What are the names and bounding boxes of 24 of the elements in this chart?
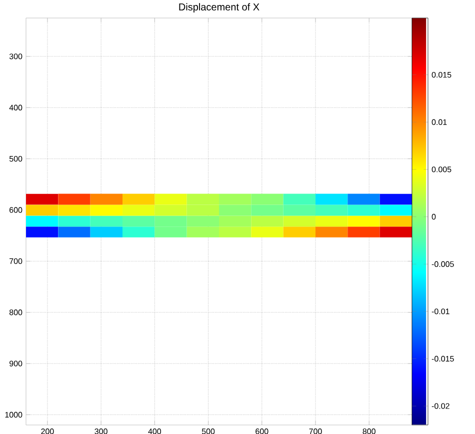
x-tick-label: 300 — [94, 428, 108, 434]
y-tick-label: 600 — [10, 207, 22, 213]
chart-title: Displacement of X — [179, 3, 260, 12]
y-tick-label: 700 — [10, 258, 22, 264]
y-tick-label: 900 — [10, 360, 22, 366]
color-bar-label: -0.01 — [432, 308, 450, 314]
x-tick-label: 400 — [148, 428, 162, 434]
x-tick-label: 200 — [41, 428, 54, 434]
color-bar-label: 0.01 — [432, 119, 447, 125]
y-tick-label: 800 — [9, 310, 22, 316]
color-bar-label: -0.005 — [432, 261, 454, 267]
x-tick-label: 700 — [309, 428, 322, 434]
x-tick-label: 500 — [202, 428, 215, 434]
y-tick-label: 500 — [9, 156, 22, 162]
y-tick-label: 300 — [9, 54, 22, 60]
color-bar-label: 0.005 — [432, 166, 452, 172]
color-bar-label: 0.015 — [432, 72, 452, 78]
color-bar-label: 0 — [432, 214, 436, 220]
y-tick-label: 1000 — [5, 412, 22, 418]
x-tick-label: 600 — [256, 428, 268, 434]
y-tick-label: 400 — [9, 104, 22, 110]
color-bar-label: -0.02 — [432, 403, 450, 409]
x-tick-label: 800 — [362, 428, 376, 434]
color-bar-label: -0.015 — [432, 356, 454, 362]
